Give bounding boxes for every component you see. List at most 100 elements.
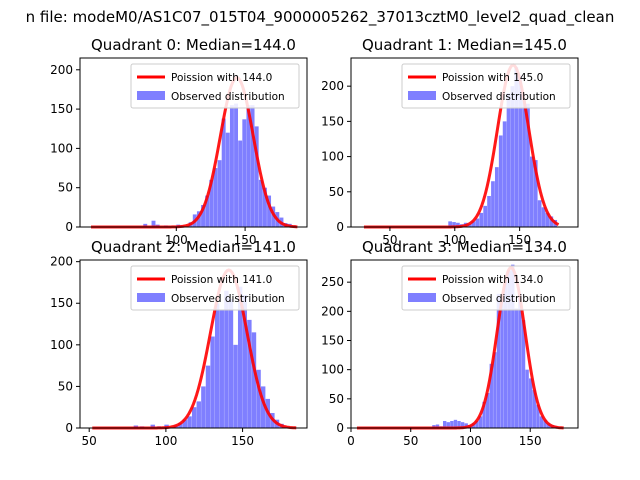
histogram-bar xyxy=(435,424,440,428)
subplot-title: Quadrant 2: Median=141.0 xyxy=(91,238,296,256)
histogram-bar xyxy=(213,168,218,227)
y-tick-label: 0 xyxy=(65,220,73,234)
x-tick-label: 50 xyxy=(382,233,397,247)
histogram-bar xyxy=(475,421,479,428)
histogram-bar xyxy=(150,424,155,428)
axes-frame xyxy=(79,259,308,429)
y-tick-label: 100 xyxy=(321,150,344,164)
legend-box xyxy=(401,63,571,109)
histogram-bar xyxy=(518,75,523,228)
histogram-bar xyxy=(182,419,188,428)
y-tick-label: 50 xyxy=(329,185,344,199)
x-tick-label: 150 xyxy=(508,233,531,247)
histogram-bar xyxy=(260,386,266,428)
legend-bar-label: Observed distribution xyxy=(442,293,556,305)
y-tick-label: 200 xyxy=(321,304,344,318)
histogram-bar xyxy=(487,196,491,227)
histogram-bar xyxy=(532,390,536,428)
histogram-bar xyxy=(251,332,257,428)
histogram-bar xyxy=(506,93,511,227)
histogram-bar xyxy=(254,126,259,227)
histogram-bar xyxy=(502,121,507,227)
histogram-bar xyxy=(210,336,215,428)
x-tick-label: 100 xyxy=(443,233,466,247)
histogram-bar xyxy=(479,212,484,227)
y-tick-label: 250 xyxy=(321,275,344,289)
histogram-bar xyxy=(238,140,243,227)
legend-bar-swatch xyxy=(137,293,165,302)
histogram-bar xyxy=(493,352,497,428)
histogram-bar xyxy=(549,216,554,227)
histogram-bar xyxy=(522,100,526,227)
y-tick-label: 150 xyxy=(321,334,344,348)
histogram-bar xyxy=(201,204,205,227)
histogram-bar xyxy=(151,220,156,227)
histogram-bar xyxy=(217,160,222,227)
legend-bar-label: Observed distribution xyxy=(442,91,556,103)
histogram-bar xyxy=(529,378,533,428)
histogram-bar xyxy=(229,105,234,227)
histogram-bar xyxy=(450,421,454,428)
x-tick-label: 150 xyxy=(519,434,542,448)
histogram-bar xyxy=(262,187,267,227)
subplot-1: 50 100 150 0 50 100 150 200 Quadrant 1: Median=1… xyxy=(321,36,579,247)
histogram-bar xyxy=(446,422,450,428)
subplot-title: Quadrant 0: Median=144.0 xyxy=(91,36,296,54)
histogram-bar xyxy=(545,212,550,227)
histogram-bar xyxy=(250,105,255,227)
legend: Poission with 134.0 Observed distribution xyxy=(401,265,571,311)
legend-bar-swatch xyxy=(137,91,165,100)
histogram-bar xyxy=(514,308,519,428)
histogram-bar xyxy=(256,369,261,428)
histogram-bar xyxy=(457,421,461,428)
y-tick-label: 0 xyxy=(336,220,344,234)
histogram-bar xyxy=(511,264,515,428)
histogram-bar xyxy=(205,195,210,227)
x-tick-label: 50 xyxy=(82,434,97,448)
histogram-bar xyxy=(526,103,530,227)
subplot-3: 0 50 100 150 0 50 100 150 200 250 Quadrant 3: Medi… xyxy=(321,238,579,448)
histogram-bar xyxy=(442,421,447,428)
histogram-bar xyxy=(525,369,529,428)
figure-title: n file: modeM0/AS1C07_015T04_9000005262_… xyxy=(26,8,615,27)
legend-box xyxy=(401,265,571,311)
histogram-bar xyxy=(214,303,220,428)
legend-box xyxy=(130,265,300,311)
histogram-bar xyxy=(228,299,234,428)
y-tick-label: 100 xyxy=(321,363,344,377)
histogram-bar xyxy=(219,309,224,428)
legend-box xyxy=(130,63,300,109)
histogram-bar xyxy=(187,416,192,428)
histogram-bar xyxy=(453,419,458,428)
histogram-bar xyxy=(500,293,504,428)
histogram-bar xyxy=(514,67,519,227)
histogram-bar xyxy=(196,401,201,428)
histogram-bar xyxy=(507,270,511,428)
y-tick-label: 50 xyxy=(58,379,73,393)
legend-line-label: Poission with 144.0 xyxy=(171,72,272,84)
histogram-bar xyxy=(475,218,480,227)
histogram-bar xyxy=(233,344,238,428)
subplot-title: Quadrant 1: Median=145.0 xyxy=(362,36,567,54)
histogram-bar xyxy=(242,294,247,428)
y-tick-label: 150 xyxy=(321,114,344,128)
histogram-bar xyxy=(143,223,148,227)
y-tick-label: 50 xyxy=(329,392,344,406)
y-tick-label: 50 xyxy=(58,181,73,195)
legend-line-label: Poission with 134.0 xyxy=(442,274,543,286)
histogram-bar xyxy=(510,86,515,228)
x-tick-label: 150 xyxy=(234,233,257,247)
legend-bar-swatch xyxy=(408,91,436,100)
y-tick-label: 150 xyxy=(50,102,73,116)
legend: Poission with 145.0 Observed distribution xyxy=(401,63,571,109)
histogram-bar xyxy=(518,293,522,428)
y-tick-label: 100 xyxy=(50,338,73,352)
histogram-bar xyxy=(498,135,503,227)
histogram-bar xyxy=(205,365,211,428)
histogram-bar xyxy=(225,132,230,227)
y-tick-label: 150 xyxy=(50,296,73,310)
histogram-bar xyxy=(478,416,483,428)
subplots: 100 150 0 50 100 150 200 Quadrant 0: Median=144… xyxy=(50,36,579,448)
legend-bar-label: Observed distribution xyxy=(171,91,285,103)
